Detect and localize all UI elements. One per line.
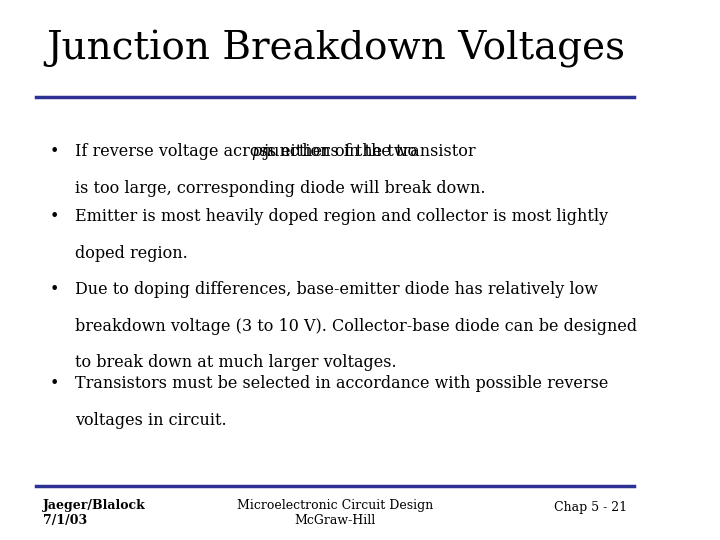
Text: Jaeger/Blalock: Jaeger/Blalock (43, 500, 145, 512)
Text: Emitter is most heavily doped region and collector is most lightly: Emitter is most heavily doped region and… (76, 208, 608, 225)
Text: to break down at much larger voltages.: to break down at much larger voltages. (76, 354, 397, 371)
Text: •: • (50, 143, 59, 160)
Text: voltages in circuit.: voltages in circuit. (76, 412, 227, 429)
Text: Due to doping differences, base-emitter diode has relatively low: Due to doping differences, base-emitter … (76, 281, 598, 298)
Text: Microelectronic Circuit Design: Microelectronic Circuit Design (237, 500, 433, 512)
Text: Junction Breakdown Voltages: Junction Breakdown Voltages (46, 30, 625, 68)
Text: junctions in the transistor: junctions in the transistor (259, 143, 476, 160)
Text: •: • (50, 208, 59, 225)
Text: pn: pn (251, 143, 271, 160)
Text: If reverse voltage across either of the two: If reverse voltage across either of the … (76, 143, 423, 160)
Text: McGraw-Hill: McGraw-Hill (294, 514, 376, 527)
Text: 7/1/03: 7/1/03 (43, 514, 87, 527)
Text: •: • (50, 375, 59, 392)
Text: Chap 5 - 21: Chap 5 - 21 (554, 501, 628, 514)
Text: doped region.: doped region. (76, 245, 188, 261)
Text: is too large, corresponding diode will break down.: is too large, corresponding diode will b… (76, 180, 486, 197)
Text: Transistors must be selected in accordance with possible reverse: Transistors must be selected in accordan… (76, 375, 609, 392)
Text: •: • (50, 281, 59, 298)
Text: breakdown voltage (3 to 10 V). Collector-base diode can be designed: breakdown voltage (3 to 10 V). Collector… (76, 318, 638, 334)
